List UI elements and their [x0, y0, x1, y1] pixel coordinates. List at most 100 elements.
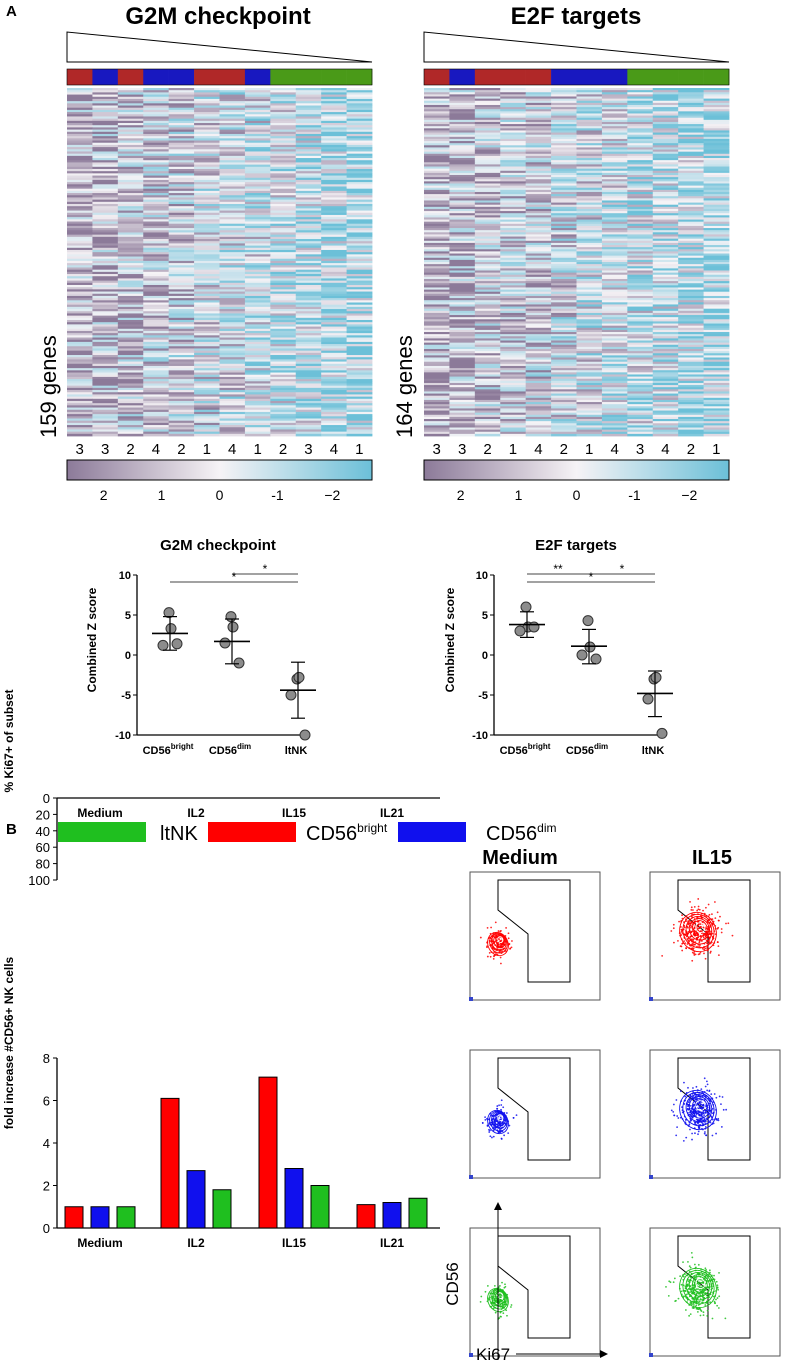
legend-swatch-cd56bright	[208, 822, 296, 842]
flow-event-dot	[697, 908, 700, 911]
heatmap-g2m-cell	[346, 416, 373, 419]
heatmap-g2m-cell	[321, 344, 347, 347]
heatmap-e2f-cell	[627, 361, 654, 365]
heatmap-g2m-cell	[117, 125, 144, 128]
heatmap-g2m-cell	[143, 149, 170, 152]
heatmap-g2m-cell	[168, 149, 195, 152]
heatmap-e2f-cell	[576, 285, 603, 288]
heatmap-g2m-cell	[117, 344, 144, 347]
heatmap-e2f-cell	[449, 255, 476, 259]
heatmap-g2m-cell	[346, 225, 373, 229]
heatmap-e2f-cell	[652, 344, 679, 348]
heatmap-g2m-cell	[168, 193, 195, 196]
heatmap-e2f-cell	[703, 276, 730, 280]
heatmap-g2m-cell	[168, 164, 195, 168]
heatmap-e2f-cell	[576, 302, 603, 305]
heatmap-e2f-cell	[576, 215, 603, 218]
heatmap-g2m-cell	[143, 160, 170, 163]
heatmap-g2m-cell	[143, 352, 170, 356]
heatmap-g2m-cell	[295, 193, 322, 196]
heatmap-g2m-cell	[244, 116, 271, 120]
heatmap-e2f-cell	[500, 431, 527, 435]
heatmap-e2f-cell	[601, 98, 628, 102]
bar-fold-y-tick-label: 0	[43, 1221, 50, 1236]
heatmap-e2f-cell	[449, 372, 476, 375]
heatmap-e2f-cell	[678, 255, 704, 259]
heatmap-g2m-cell	[321, 291, 347, 295]
heatmap-e2f-cell	[500, 351, 527, 354]
heatmap-e2f-cell	[500, 232, 527, 235]
heatmap-g2m-cell	[219, 409, 246, 413]
heatmap-e2f-cell	[627, 351, 654, 354]
heatmap-g2m-cell	[244, 407, 271, 411]
heatmap-g2m-cell	[244, 333, 271, 336]
heatmap-g2m-cell	[346, 313, 373, 317]
heatmap-e2f-cell	[627, 425, 654, 428]
heatmap-e2f-cell	[525, 433, 552, 437]
heatmap-g2m-cell	[346, 429, 373, 433]
heatmap-e2f-cell	[474, 262, 501, 265]
heatmap-e2f-cell	[500, 172, 527, 176]
heatmap-g2m-cell	[67, 341, 93, 345]
flow-event-dot	[717, 945, 720, 948]
heatmap-g2m-cell	[321, 420, 347, 424]
heatmap-e2f-cell	[678, 245, 704, 248]
heatmap-g2m-cell	[92, 188, 119, 192]
heatmap-e2f-cell	[551, 232, 577, 235]
heatmap-g2m-cell	[295, 234, 322, 238]
heatmap-g2m-cell	[67, 278, 93, 282]
heatmap-g2m-cell	[168, 243, 195, 246]
heatmap-g2m-cell	[117, 140, 144, 144]
heatmap-e2f-cell	[424, 179, 450, 182]
heatmap-e2f-cell	[424, 370, 450, 373]
heatmap-e2f-cell	[525, 412, 552, 416]
heatmap-e2f-cell	[500, 181, 527, 184]
heatmap-g2m-cell	[117, 287, 144, 290]
heatmap-e2f-cell	[703, 245, 730, 248]
heatmap-e2f-cell	[424, 217, 450, 220]
heatmap-g2m-cell	[270, 177, 297, 181]
heatmap-g2m-cell	[244, 249, 271, 253]
heatmap-e2f-strip-border	[423, 68, 730, 86]
heatmap-e2f-cell	[703, 111, 730, 114]
heatmap-g2m-cell	[117, 339, 144, 343]
heatmap-g2m-cell	[92, 260, 119, 264]
heatmap-g2m-cell	[346, 359, 373, 362]
heatmap-g2m-cell	[270, 204, 297, 207]
heatmap-g2m-cell	[244, 317, 271, 321]
heatmap-e2f-cell	[474, 253, 501, 257]
heatmap-e2f-cell	[525, 96, 552, 100]
heatmap-e2f-cell	[678, 302, 704, 305]
flow-panel-frame	[649, 1049, 781, 1179]
heatmap-e2f-cell	[601, 319, 628, 322]
heatmap-g2m-cell	[92, 309, 119, 312]
heatmap-g2m-cell	[67, 365, 93, 369]
heatmap-e2f-cell	[449, 198, 476, 201]
heatmap-e2f-cell	[525, 306, 552, 310]
heatmap-g2m-cell	[143, 339, 170, 343]
heatmap-g2m-cell	[270, 94, 297, 98]
flow-event-dot	[692, 1087, 694, 1089]
heatmap-e2f-cell	[601, 181, 628, 184]
heatmap-g2m-colorbar-tick: 2	[100, 487, 108, 503]
heatmap-g2m-cell	[168, 304, 195, 308]
heatmap-e2f-cell	[601, 334, 628, 337]
heatmap-g2m-cell	[92, 311, 119, 314]
flow-event-dot	[496, 1107, 499, 1110]
heatmap-g2m-cell	[244, 140, 271, 144]
heatmap-e2f-cell	[601, 223, 628, 227]
heatmap-g2m-cell	[168, 361, 195, 365]
heatmap-e2f-cell	[703, 177, 730, 180]
heatmap-g2m-cell	[92, 420, 119, 424]
flow-event-dot	[494, 1127, 497, 1130]
heatmap-g2m-cell	[92, 88, 119, 91]
scatter-g2m-group-label: CD56bright	[143, 742, 194, 757]
heatmap-g2m-cell	[244, 390, 271, 393]
heatmap-e2f-cell	[576, 349, 603, 352]
heatmap-e2f-cell	[474, 291, 501, 295]
heatmap-e2f-cell	[449, 204, 476, 208]
heatmap-e2f-cell	[678, 223, 704, 227]
heatmap-e2f-cell	[652, 230, 679, 233]
heatmap-g2m-cell	[244, 425, 271, 428]
heatmap-e2f-cell	[449, 416, 476, 420]
